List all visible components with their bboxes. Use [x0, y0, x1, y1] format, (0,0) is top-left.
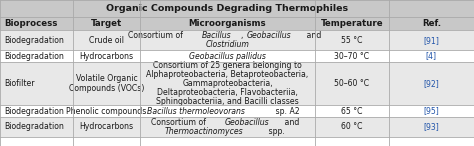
Text: ,: , — [240, 31, 246, 40]
Text: sp. A2: sp. A2 — [273, 107, 300, 116]
Text: 55 °C: 55 °C — [341, 36, 363, 45]
Text: Biodegradation: Biodegradation — [4, 122, 64, 131]
Text: Biodegradation: Biodegradation — [4, 36, 64, 45]
Text: Bacillus: Bacillus — [202, 31, 232, 40]
Text: [95]: [95] — [423, 107, 439, 116]
Bar — [0, 62, 474, 105]
Bar — [0, 117, 474, 137]
Text: Clostridium: Clostridium — [206, 40, 249, 49]
Text: [91]: [91] — [423, 36, 439, 45]
Text: Volatile Organic
Compounds (VOCs): Volatile Organic Compounds (VOCs) — [69, 74, 145, 93]
Text: and: and — [282, 118, 300, 127]
Text: [4]: [4] — [426, 52, 437, 61]
Text: Target: Target — [91, 19, 122, 28]
Text: Hydrocarbons: Hydrocarbons — [80, 122, 134, 131]
Bar — [0, 0, 474, 17]
Text: 50–60 °C: 50–60 °C — [334, 79, 370, 88]
Text: Crude oil: Crude oil — [89, 36, 124, 45]
Text: Gammaproteobacteria,: Gammaproteobacteria, — [182, 79, 273, 88]
Text: Hydrocarbons: Hydrocarbons — [80, 52, 134, 61]
Text: 60 °C: 60 °C — [341, 122, 363, 131]
Text: Consortium of 25 genera belonging to: Consortium of 25 genera belonging to — [153, 61, 302, 70]
Text: Sphingobacteriia, and Bacilli classes: Sphingobacteriia, and Bacilli classes — [156, 97, 299, 106]
Text: 65 °C: 65 °C — [341, 107, 363, 116]
Text: Bacillus thermoleovorans: Bacillus thermoleovorans — [147, 107, 245, 116]
Text: Ref.: Ref. — [422, 19, 441, 28]
Text: spp.: spp. — [266, 127, 285, 136]
Text: Thermoactinomyces: Thermoactinomyces — [164, 127, 243, 136]
Text: Geobacillus pallidus: Geobacillus pallidus — [189, 52, 266, 61]
Bar — [0, 105, 474, 117]
Text: Biodegradation: Biodegradation — [4, 52, 64, 61]
Text: Consortium of: Consortium of — [151, 118, 208, 127]
Text: Biodegradation: Biodegradation — [4, 107, 64, 116]
Text: Consortium of: Consortium of — [128, 31, 186, 40]
Text: Geobacillus: Geobacillus — [225, 118, 269, 127]
Text: Bioprocess: Bioprocess — [4, 19, 57, 28]
Text: Temperature: Temperature — [320, 19, 383, 28]
Text: Alphaproteobacteria, Betaproteobacteria,: Alphaproteobacteria, Betaproteobacteria, — [146, 70, 309, 79]
Text: [93]: [93] — [423, 122, 439, 131]
Text: Biofilter: Biofilter — [4, 79, 34, 88]
Text: Deltaproteobacteria, Flavobacteriia,: Deltaproteobacteria, Flavobacteriia, — [157, 88, 298, 97]
Bar — [0, 30, 474, 50]
Bar — [0, 17, 474, 30]
Text: [92]: [92] — [423, 79, 439, 88]
Text: Microorganisms: Microorganisms — [189, 19, 266, 28]
Text: Geobacillus: Geobacillus — [247, 31, 292, 40]
Text: and: and — [304, 31, 322, 40]
Bar — [0, 50, 474, 62]
Text: Phenolic compounds: Phenolic compounds — [66, 107, 147, 116]
Text: Organic Compounds Degrading Thermophiles: Organic Compounds Degrading Thermophiles — [107, 4, 348, 13]
Text: 30–70 °C: 30–70 °C — [334, 52, 370, 61]
